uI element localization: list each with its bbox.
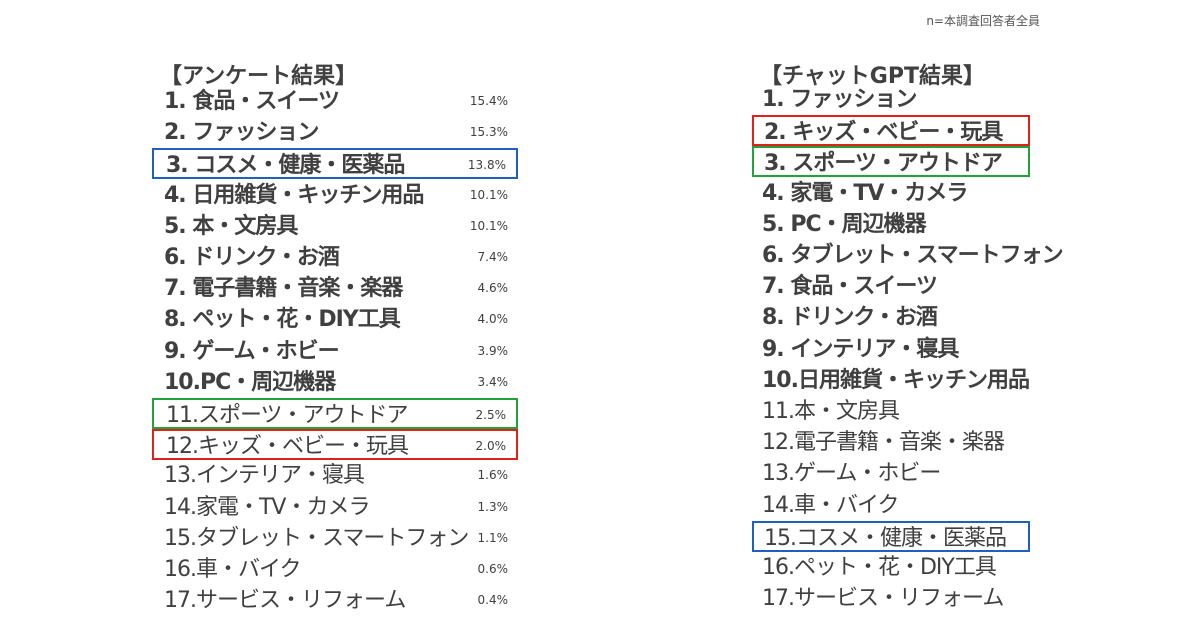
- rank-label: 1. 食品・スイーツ: [164, 89, 340, 114]
- chatgpt-rank-item: 3. スポーツ・アウトドア: [752, 146, 1030, 178]
- rank-label: 8. ペット・花・DIY工具: [164, 307, 401, 333]
- chatgpt-rank-item: 8. ドリンク・お酒: [752, 302, 1042, 333]
- chatgpt-rank-item: 11.本・文房具: [752, 396, 1042, 427]
- rank-label: 13.インテリア・寝具: [164, 463, 365, 489]
- survey-rank-item: 17.サービス・リフォーム 0.4%: [152, 585, 518, 616]
- chatgpt-rank-item: 13.ゲーム・ホビー: [752, 458, 1042, 489]
- rank-label: 7. 電子書籍・音楽・楽器: [164, 276, 403, 302]
- rank-label: 6. ドリンク・お酒: [164, 245, 340, 270]
- chatgpt-rank-item: 1. ファッション: [752, 84, 1042, 115]
- rank-percentage: 3.9%: [477, 343, 509, 358]
- chatgpt-rank-item: 10.日用雑貨・キッチン用品: [752, 365, 1042, 396]
- rank-percentage: 13.8%: [467, 158, 506, 173]
- chatgpt-rank-item: 14.車・バイク: [752, 490, 1042, 521]
- rank-percentage: 1.3%: [477, 499, 509, 514]
- chatgpt-rank-item: 2. キッズ・ベビー・玩具: [752, 115, 1030, 147]
- rank-percentage: 4.6%: [477, 281, 509, 296]
- rank-label: 3. スポーツ・アウトドア: [764, 151, 1003, 177]
- rank-label: 13.ゲーム・ホビー: [762, 461, 941, 487]
- rank-label: 3. コスメ・健康・医薬品: [166, 153, 405, 179]
- rank-label: 1. ファッション: [762, 87, 917, 112]
- rank-label: 2. ファッション: [164, 120, 319, 146]
- rank-percentage: 15.3%: [469, 125, 508, 140]
- rank-percentage: 0.6%: [477, 562, 509, 576]
- survey-rank-item: 10.PC・周辺機器 3.4%: [152, 367, 518, 398]
- survey-rank-item: 8. ペット・花・DIY工具 4.0%: [152, 304, 518, 335]
- rank-percentage: 10.1%: [469, 218, 508, 233]
- chatgpt-rank-item: 7. 食品・スイーツ: [752, 271, 1042, 302]
- survey-rank-item: 13.インテリア・寝具 1.6%: [152, 460, 518, 491]
- rank-label: 7. 食品・スイーツ: [762, 274, 938, 300]
- chatgpt-rank-item: 6. タブレット・スマートフォン: [752, 240, 1064, 271]
- rank-percentage: 7.4%: [477, 250, 509, 264]
- rank-label: 10.PC・周辺機器: [164, 369, 336, 395]
- chatgpt-rank-item: 4. 家電・TV・カメラ: [752, 178, 1042, 209]
- rank-label: 12.電子書籍・音楽・楽器: [762, 430, 1005, 456]
- rank-label: 17.サービス・リフォーム: [164, 588, 406, 614]
- survey-rank-item: 14.家電・TV・カメラ 1.3%: [152, 492, 518, 523]
- survey-rank-item: 1. 食品・スイーツ 15.4%: [152, 86, 518, 117]
- rank-percentage: 1.1%: [477, 530, 509, 545]
- rank-label: 4. 日用雑貨・キッチン用品: [164, 182, 424, 208]
- rank-label: 16.車・バイク: [164, 557, 302, 582]
- rank-label: 6. タブレット・スマートフォン: [762, 243, 1064, 268]
- survey-rank-item: 5. 本・文房具 10.1%: [152, 211, 518, 242]
- chatgpt-title: 【チャットGPT結果】: [760, 64, 985, 89]
- survey-rank-item: 6. ドリンク・お酒 7.4%: [152, 242, 518, 273]
- rank-percentage: 10.1%: [469, 187, 508, 202]
- survey-rank-item: 3. コスメ・健康・医薬品 13.8%: [152, 148, 518, 180]
- rank-label: 10.日用雑貨・キッチン用品: [762, 367, 1030, 393]
- rank-label: 12.キッズ・ベビー・玩具: [166, 434, 409, 460]
- rank-percentage: 15.4%: [469, 94, 508, 108]
- chatgpt-rank-item: 15.コスメ・健康・医薬品: [752, 520, 1030, 552]
- rank-percentage: 2.0%: [475, 439, 507, 454]
- survey-title: 【アンケート結果】: [160, 64, 358, 89]
- rank-label: 9. ゲーム・ホビー: [164, 338, 340, 364]
- survey-rank-item: 11.スポーツ・アウトドア 2.5%: [152, 398, 518, 429]
- survey-rank-item: 2. ファッション 15.3%: [152, 117, 518, 148]
- rank-label: 16.ペット・花・DIY工具: [762, 555, 997, 580]
- rank-label: 11.スポーツ・アウトドア: [166, 403, 409, 428]
- survey-rank-item: 7. 電子書籍・音楽・楽器 4.6%: [152, 273, 518, 304]
- rank-label: 15.コスメ・健康・医薬品: [764, 525, 1007, 551]
- chatgpt-rank-item: 16.ペット・花・DIY工具: [752, 552, 1042, 583]
- rank-label: 5. 本・文房具: [164, 213, 298, 239]
- rank-label: 15.タブレット・スマートフォン: [164, 525, 469, 551]
- rank-percentage: 4.0%: [477, 312, 509, 327]
- survey-rank-item: 12.キッズ・ベビー・玩具 2.0%: [152, 429, 518, 461]
- rank-percentage: 3.4%: [477, 374, 509, 389]
- rank-label: 11.本・文房具: [762, 399, 900, 424]
- rank-percentage: 0.4%: [477, 593, 509, 608]
- rank-label: 2. キッズ・ベビー・玩具: [764, 120, 1003, 146]
- rank-label: 14.家電・TV・カメラ: [164, 494, 370, 520]
- survey-rank-item: 16.車・バイク 0.6%: [152, 554, 518, 585]
- chatgpt-rank-item: 9. インテリア・寝具: [752, 334, 1042, 365]
- rank-label: 9. インテリア・寝具: [762, 336, 959, 362]
- rank-label: 8. ドリンク・お酒: [762, 305, 938, 331]
- survey-rank-item: 9. ゲーム・ホビー 3.9%: [152, 336, 518, 367]
- rank-label: 5. PC・周辺機器: [762, 211, 927, 237]
- sample-note: n=本調査回答者全員: [926, 14, 1040, 28]
- rank-label: 14.車・バイク: [762, 492, 900, 518]
- chatgpt-rank-item: 12.電子書籍・音楽・楽器: [752, 427, 1042, 458]
- chatgpt-rank-item: 5. PC・周辺機器: [752, 209, 1042, 240]
- rank-label: 17.サービス・リフォーム: [762, 586, 1004, 612]
- rank-percentage: 1.6%: [477, 468, 509, 483]
- chatgpt-rank-item: 17.サービス・リフォーム: [752, 583, 1042, 614]
- rank-label: 4. 家電・TV・カメラ: [762, 180, 968, 206]
- rank-percentage: 2.5%: [475, 408, 507, 422]
- survey-rank-item: 4. 日用雑貨・キッチン用品 10.1%: [152, 180, 518, 211]
- survey-rank-item: 15.タブレット・スマートフォン 1.1%: [152, 523, 518, 554]
